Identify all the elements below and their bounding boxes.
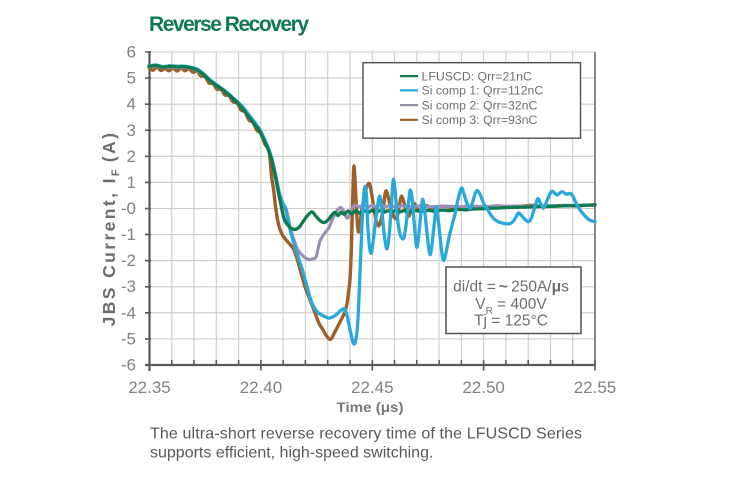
svg-text:-0: -0 (121, 199, 136, 218)
svg-text:5: 5 (127, 69, 136, 88)
svg-text:The ultra-short reverse recove: The ultra-short reverse recovery time of… (150, 426, 582, 443)
svg-text:22.35: 22.35 (128, 378, 171, 397)
svg-text:-3: -3 (121, 277, 136, 296)
svg-text:22.40: 22.40 (240, 378, 283, 397)
svg-text:22.45: 22.45 (351, 378, 394, 397)
svg-text:-6: -6 (121, 356, 136, 375)
svg-text:di/dt = ~ 250A/μs: di/dt = ~ 250A/μs (453, 279, 569, 296)
svg-text:1: 1 (127, 173, 136, 192)
svg-text:-1: -1 (121, 225, 136, 244)
svg-text:-5: -5 (121, 329, 136, 348)
svg-text:6: 6 (127, 43, 136, 62)
svg-text:Si comp 2: Qrr=32nC: Si comp 2: Qrr=32nC (422, 98, 538, 112)
svg-text:VR = 400V: VR = 400V (475, 296, 547, 317)
svg-text:-4: -4 (121, 303, 136, 322)
svg-text:Reverse Recovery: Reverse Recovery (149, 13, 309, 36)
svg-text:4: 4 (127, 95, 136, 114)
svg-text:Si comp 3: Qrr=93nC: Si comp 3: Qrr=93nC (422, 113, 538, 127)
svg-text:Si comp 1: Qrr=112nC: Si comp 1: Qrr=112nC (422, 84, 544, 98)
svg-text:Time (μs): Time (μs) (337, 400, 404, 415)
svg-text:3: 3 (127, 121, 136, 140)
svg-text:LFUSCD: Qrr=21nC: LFUSCD: Qrr=21nC (422, 69, 532, 83)
svg-text:22.55: 22.55 (574, 378, 617, 397)
svg-text:2: 2 (127, 147, 136, 166)
svg-text:-2: -2 (121, 251, 136, 270)
svg-text:22.50: 22.50 (462, 378, 505, 397)
svg-text:supports efficient, high-speed: supports efficient, high-speed switching… (150, 444, 433, 461)
svg-text:Tj = 125°C: Tj = 125°C (474, 313, 548, 330)
svg-text:JBS Current, IF (A): JBS Current, IF (A) (99, 131, 122, 327)
